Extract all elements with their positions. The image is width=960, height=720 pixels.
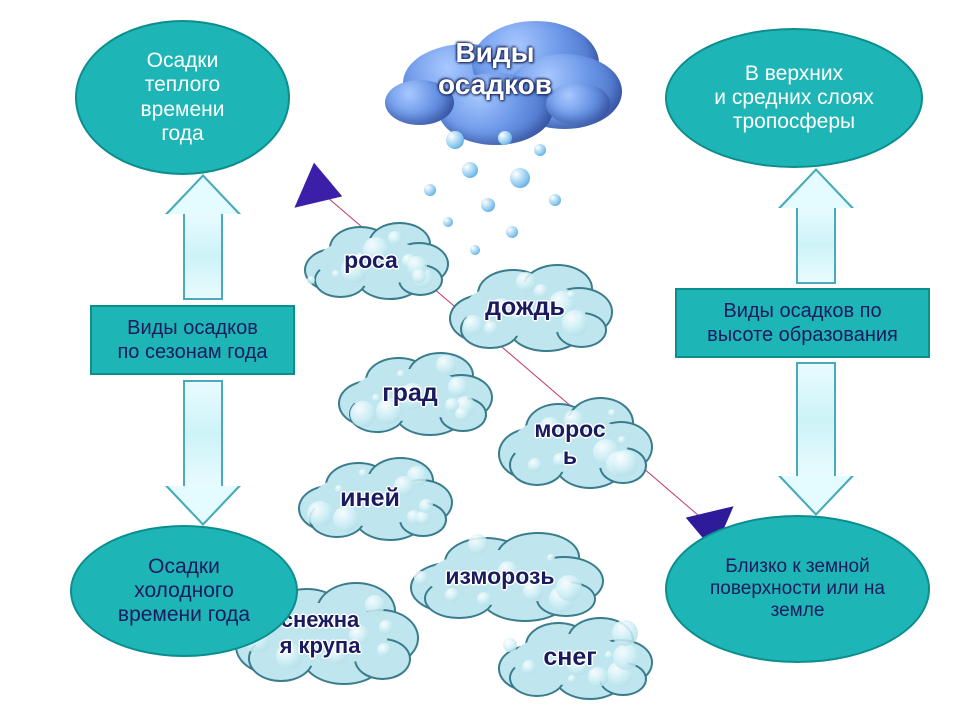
label-box-height-text: Виды осадков повысоте образования [707, 299, 898, 347]
ellipse-cold-season: Осадкихолодноговремени года [70, 525, 298, 657]
precip-cloud-label: иней [290, 484, 450, 513]
ellipse-warm-season-text: Осадкитеплоговременигода [141, 49, 225, 146]
precip-cloud-label: град [330, 379, 490, 408]
precip-cloud-label: морось [490, 416, 650, 470]
ellipse-near-surface: Близко к земнойповерхности или наземле [665, 515, 930, 663]
precip-cloud-label: дождь [440, 293, 610, 322]
label-box-seasons-text: Виды осадковпо сезонам года [117, 316, 267, 364]
title-cloud: Видыосадков [380, 8, 610, 138]
precip-cloud-дождь: дождь [440, 262, 610, 352]
diagram-stage: Видыосадков роса дождь градморось иней измор… [0, 0, 960, 720]
precip-cloud-морось: морось [490, 395, 650, 489]
precip-cloud-град: град [330, 350, 490, 436]
ellipse-upper-troposphere-text: В верхнихи средних слояхтропосферы [714, 62, 873, 134]
precip-cloud-label: снег [490, 643, 650, 672]
title-text: Видыосадков [380, 37, 610, 101]
precip-cloud-label: роса [296, 247, 446, 274]
ellipse-cold-season-text: Осадкихолодноговремени года [118, 555, 250, 627]
precip-cloud-label: изморозь [400, 563, 600, 590]
ellipse-near-surface-text: Близко к земнойповерхности или наземле [710, 556, 885, 622]
precip-cloud-иней: иней [290, 455, 450, 541]
ellipse-upper-troposphere: В верхнихи средних слояхтропосферы [665, 28, 923, 168]
label-box-seasons: Виды осадковпо сезонам года [90, 305, 295, 375]
label-box-height: Виды осадков повысоте образования [675, 288, 930, 358]
precip-cloud-изморозь: изморозь [400, 530, 600, 622]
precip-cloud-снег: снег [490, 615, 650, 700]
precip-cloud-роса: роса [296, 220, 446, 300]
ellipse-warm-season: Осадкитеплоговременигода [75, 20, 290, 175]
